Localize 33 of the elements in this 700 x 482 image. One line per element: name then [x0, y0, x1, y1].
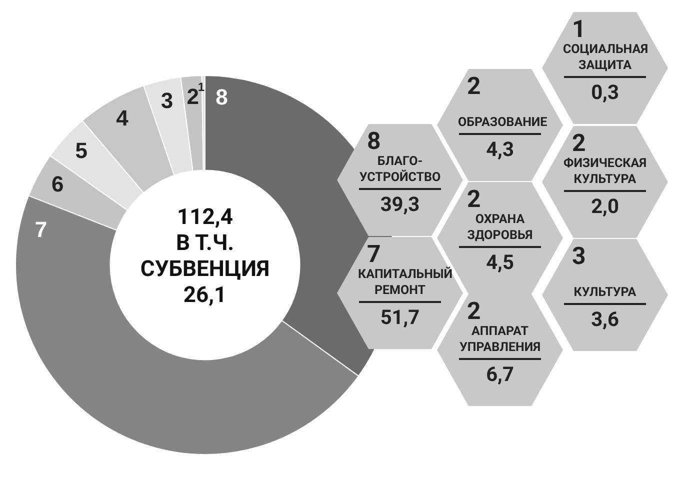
text: 7	[367, 240, 381, 268]
slice-label: 8	[367, 127, 381, 155]
text: БЛАГО-УСТРОЙСТВО	[358, 154, 442, 186]
text: ФИЗИЧЕСКАЯ КУЛЬТУРА	[563, 156, 647, 188]
text: 4,5	[486, 250, 514, 274]
text: СОЦИАЛЬНАЯ ЗАЩИТА	[563, 42, 648, 74]
slice-label: 7	[34, 217, 48, 242]
slice-label: 2	[186, 84, 199, 110]
text: 0,3	[590, 80, 620, 104]
text: КУЛЬТУРА	[574, 285, 636, 301]
slice-label: 5	[75, 138, 88, 164]
slice-label: 6	[51, 172, 64, 197]
text: ОБРАЗОВАНИЕ	[458, 115, 548, 131]
text: 2	[467, 72, 481, 100]
text: АППАРАТ УПРАВЛЕНИЯ	[458, 324, 542, 356]
text: 4,3	[485, 137, 515, 161]
slice-label: 3	[160, 88, 174, 113]
text: 6,7	[485, 362, 515, 386]
text: 112,4 В Т.Ч. СУБВЕНЦИЯ 26,1	[139, 205, 271, 309]
text: 3	[572, 242, 586, 270]
text: ОХРАНА ЗДОРОВЬЯ	[466, 212, 534, 244]
slice-label: 8	[216, 84, 228, 110]
slice-label: 1	[198, 80, 205, 94]
text: 1	[572, 15, 586, 43]
text: 2	[467, 185, 481, 213]
text: 2	[467, 297, 481, 325]
text: 51,7	[379, 305, 421, 329]
text: 3,6	[590, 307, 620, 331]
text: 39,3	[379, 192, 421, 216]
text: 2	[572, 129, 586, 157]
slice-label: 4	[116, 105, 130, 130]
text: 2,0	[590, 194, 620, 218]
text: КАПИТАЛЬНЫЙ РЕМОНТ	[358, 267, 453, 299]
